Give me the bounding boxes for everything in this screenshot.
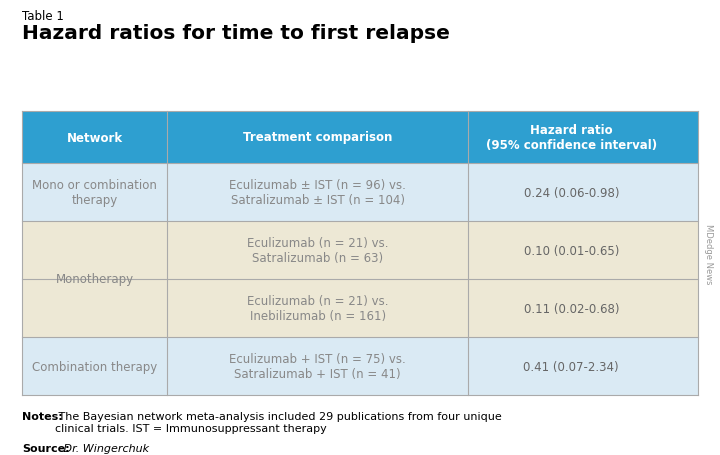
Bar (22, 222, 698, 279)
Text: Hazard ratio
(95% confidence interval): Hazard ratio (95% confidence interval) (486, 124, 657, 152)
Text: Source:: Source: (22, 443, 70, 453)
Text: 0.41 (0.07-2.34): 0.41 (0.07-2.34) (523, 360, 619, 373)
Text: Hazard ratios for time to first relapse: Hazard ratios for time to first relapse (22, 24, 450, 43)
Text: Combination therapy: Combination therapy (32, 360, 157, 373)
Text: Dr. Wingerchuk: Dr. Wingerchuk (60, 443, 149, 453)
Text: Treatment comparison: Treatment comparison (243, 131, 392, 144)
Text: Notes:: Notes: (22, 411, 63, 421)
Text: Eculizumab (n = 21) vs.
Inebilizumab (n = 161): Eculizumab (n = 21) vs. Inebilizumab (n … (247, 294, 389, 322)
Text: The Bayesian network meta-analysis included 29 publications from four unique
cli: The Bayesian network meta-analysis inclu… (55, 411, 502, 433)
Text: Monotherapy: Monotherapy (55, 273, 134, 286)
Text: Mono or combination
therapy: Mono or combination therapy (32, 179, 157, 207)
Bar (22, 164, 698, 222)
Text: Eculizumab + IST (n = 75) vs.
Satralizumab + IST (n = 41): Eculizumab + IST (n = 75) vs. Satralizum… (230, 352, 406, 380)
Bar (22, 112, 698, 164)
Text: Eculizumab ± IST (n = 96) vs.
Satralizumab ± IST (n = 104): Eculizumab ± IST (n = 96) vs. Satralizum… (229, 179, 406, 207)
Text: Eculizumab (n = 21) vs.
Satralizumab (n = 63): Eculizumab (n = 21) vs. Satralizumab (n … (247, 237, 389, 264)
Text: MDedge News: MDedge News (703, 223, 713, 283)
Bar (22, 337, 698, 395)
Text: 0.11 (0.02-0.68): 0.11 (0.02-0.68) (523, 302, 619, 315)
Bar (22, 279, 698, 337)
Text: Table 1: Table 1 (22, 10, 64, 23)
Text: 0.10 (0.01-0.65): 0.10 (0.01-0.65) (523, 244, 619, 257)
Text: Network: Network (67, 131, 122, 144)
Text: 0.24 (0.06-0.98): 0.24 (0.06-0.98) (523, 186, 619, 199)
